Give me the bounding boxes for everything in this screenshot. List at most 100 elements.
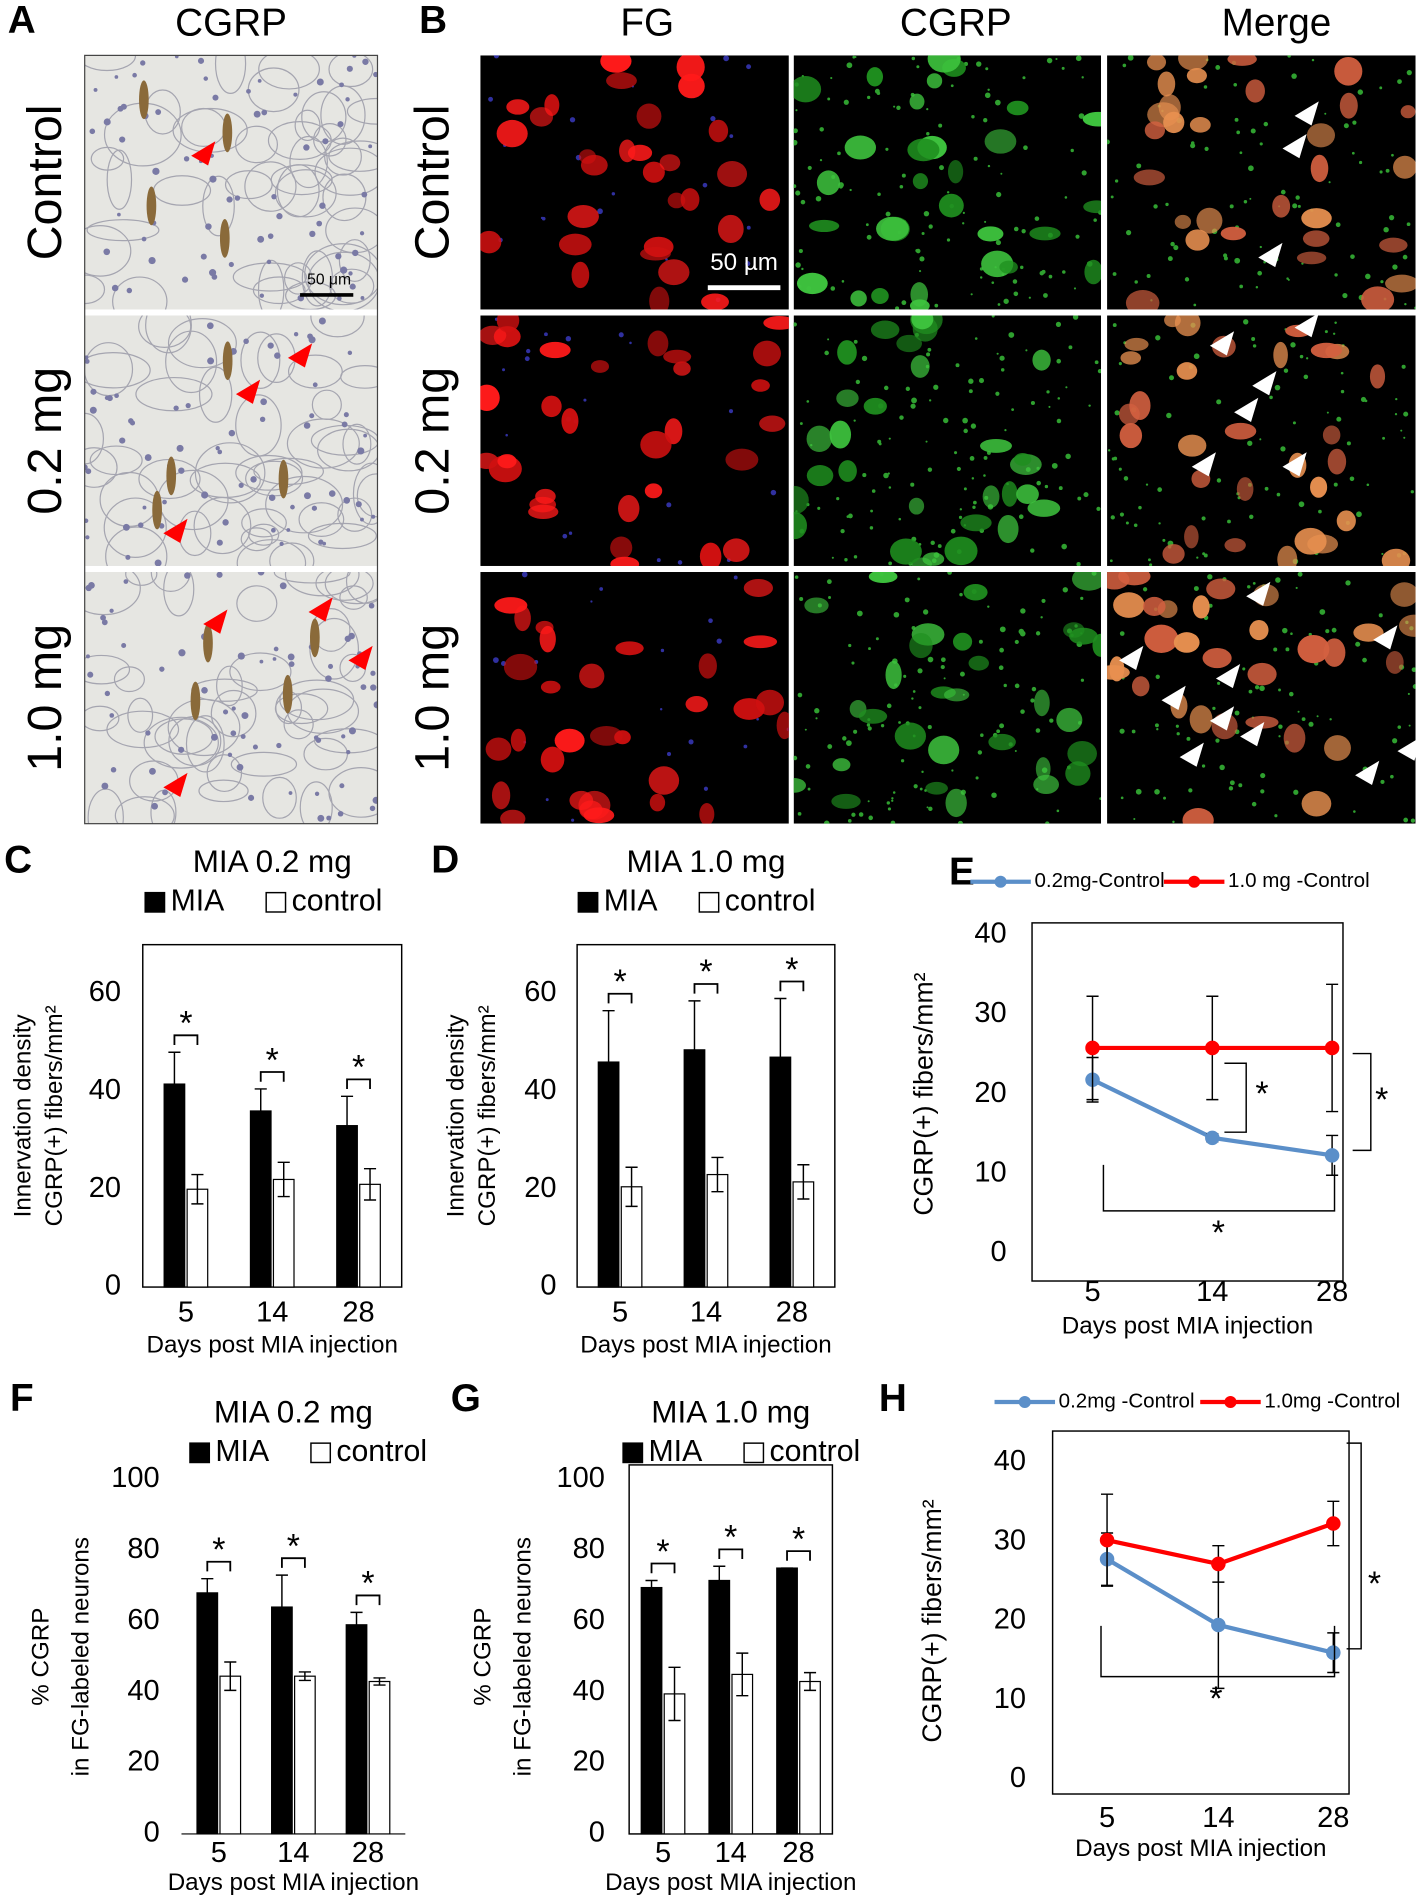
fluor-dot [1076,562,1081,566]
x-tick-label: 14 [690,1296,722,1328]
tissue-cell [125,572,158,586]
fluor-dot [911,697,914,700]
fluor-dot [1109,559,1113,563]
tissue-cell [322,173,367,222]
fluor-dot [493,55,500,59]
fluor-dot [1388,215,1395,221]
neuron [793,485,809,515]
nucleus [101,782,109,790]
neuron [506,99,530,115]
fluor-dot [1410,490,1414,494]
fluor-dot [1118,362,1122,366]
neuron [1125,290,1160,310]
fluor-dot [888,486,892,489]
tissue-cell [163,572,195,617]
neuron [793,512,807,540]
fluor-dot [1088,404,1091,407]
y-axis-label: Innervation density [10,1013,37,1217]
nucleus [318,317,326,325]
neuron [676,55,705,82]
fluor-dot [962,222,965,225]
fluor-dot [1110,195,1114,199]
fluor-dot [845,740,852,747]
fluor-dot [972,505,976,509]
nucleus [290,504,295,510]
fluor-dot [919,787,923,791]
arrowhead [1282,452,1307,477]
bar [196,1592,219,1835]
fluor-dot [1379,170,1383,174]
nucleus [326,815,332,821]
neuron [1174,315,1201,337]
fluor-dot [1243,200,1248,204]
fluor-dot [1264,486,1269,491]
fluor-dot [891,797,894,800]
fluor-dot [1276,492,1281,497]
fluor-dot [1081,76,1084,79]
micrograph-content [480,315,789,566]
arrowhead [1161,685,1186,710]
nucleus [288,791,293,795]
fluor-dot [841,280,845,283]
fluor-dot [1044,484,1049,489]
neuron [708,119,729,143]
fluor-dot [1403,411,1409,417]
y-axis-label: in FG-labeled neurons [68,1537,95,1776]
fluor-dot [666,752,672,757]
x-tick-label: 5 [1099,1802,1115,1834]
fluor-dot [1080,596,1084,600]
data-point [1205,1040,1220,1056]
nucleus [207,357,215,365]
neuron [1029,226,1061,241]
fluor-dot [1040,616,1043,619]
nucleus [348,727,356,735]
nucleus [276,213,283,220]
neuron [659,154,681,172]
nucleus [231,706,236,711]
tissue-cell [352,462,378,525]
fluor-dot [1319,609,1326,615]
fluor-dot [1331,627,1337,633]
significance-bracket [259,1071,285,1082]
fluor-dot [999,647,1004,653]
fluor-dot [827,744,833,749]
arrowhead [163,772,188,798]
fluor-dot [849,188,852,192]
neuron [829,420,852,449]
micrograph-content [1107,315,1416,566]
tissue-cell [84,705,120,732]
neuron [968,655,989,671]
fluor-dot [875,637,879,641]
fluor-dot [1094,360,1099,365]
fluor-dot [1203,553,1208,558]
tissue-cell [236,585,278,622]
arrowhead [1246,581,1271,606]
fluor-dot [1273,647,1278,652]
fluor-dot [851,661,855,665]
x-tick-label: 5 [612,1296,628,1328]
arrowhead [203,609,228,634]
nucleus [230,730,237,737]
y-tick-label: 40 [127,1675,159,1707]
fluor-dot [1193,303,1197,307]
fluor-dot [797,811,802,816]
y-tick-label: 100 [111,1462,159,1494]
fluor-dot [928,806,933,812]
fluor-dot [569,117,576,123]
x-tick-label: 28 [1316,1276,1348,1308]
fluor-dot [1107,449,1111,452]
x-axis-label: Days post MIA injection [1062,1312,1313,1339]
neuron [876,216,909,241]
fluor-dot [893,611,900,618]
nucleus [148,257,156,265]
data-point [1205,1130,1220,1146]
nucleus [174,55,179,59]
nucleus [260,398,267,406]
fluor-dot [911,56,916,61]
fluor-dot [911,397,917,404]
nucleus [346,65,353,72]
nucleus [236,763,244,771]
significance-bracket [1346,1442,1362,1650]
significance-label: * [352,1049,365,1087]
fluor-dot [801,267,804,271]
